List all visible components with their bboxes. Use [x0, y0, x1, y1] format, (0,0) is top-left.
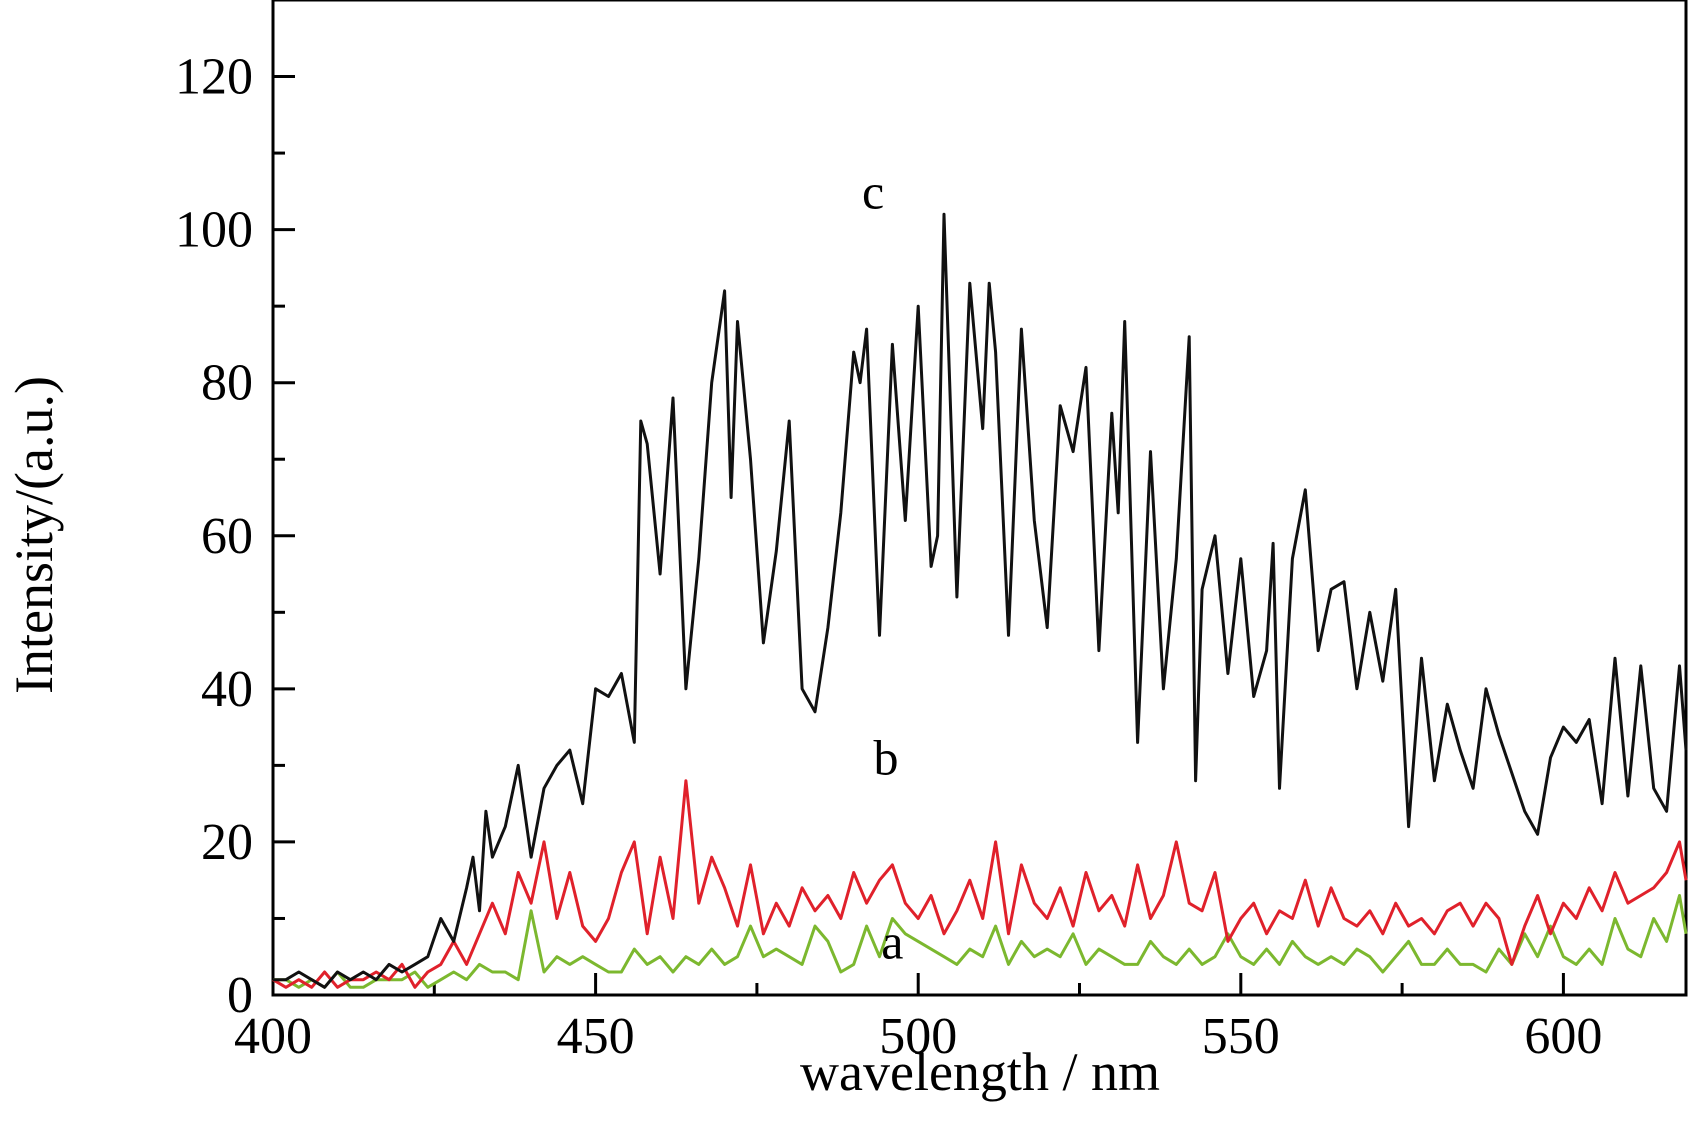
x-tick-label: 550: [1202, 1008, 1280, 1065]
x-tick-label: 400: [234, 1008, 312, 1065]
series-line-b: [272, 779, 1688, 989]
y-axis-title: Intensity/(a.u.): [4, 376, 64, 694]
y-tick-label: 20: [201, 814, 253, 871]
y-tick-label: 120: [175, 49, 253, 106]
curve-label-a: a: [881, 913, 903, 969]
y-tick-label: 40: [201, 661, 253, 718]
series-layer: [272, 212, 1688, 989]
curve-label-c: c: [862, 163, 884, 219]
plot-area-border: [271, 0, 1688, 997]
x-axis-title: wavelength / nm: [800, 1042, 1160, 1102]
x-tick-label: 600: [1524, 1008, 1602, 1065]
y-axis: 0 20 40 60 80 100 120: [175, 0, 295, 1024]
series-line-c: [273, 212, 1688, 989]
x-tick-label: 450: [557, 1008, 635, 1065]
plot-frame: [271, 0, 1688, 997]
curve-label-b: b: [873, 730, 898, 786]
y-tick-label: 80: [201, 355, 253, 412]
y-tick-label: 0: [227, 967, 253, 1024]
y-tick-label: 60: [201, 508, 253, 565]
x-tick-label: 500: [879, 1008, 957, 1065]
curve-labels: a b c: [862, 163, 904, 969]
series-line-a: [273, 894, 1688, 989]
y-tick-label: 100: [175, 202, 253, 259]
x-axis: 400 450 500 550 600: [234, 973, 1602, 1065]
